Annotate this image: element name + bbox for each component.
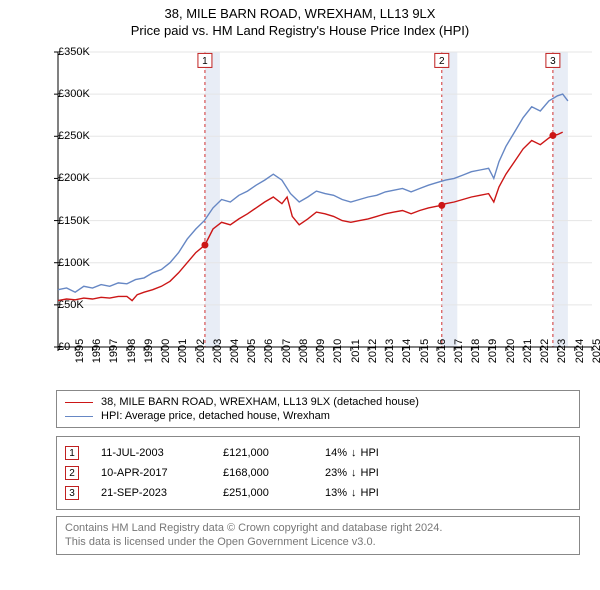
footer-line-2: This data is licensed under the Open Gov… (65, 535, 571, 549)
event-row: 2 10-APR-2017 £168,000 23% ↓ HPI (65, 463, 571, 483)
event-row: 1 11-JUL-2003 £121,000 14% ↓ HPI (65, 443, 571, 463)
event-date: 10-APR-2017 (101, 467, 201, 479)
legend-item-property: 38, MILE BARN ROAD, WREXHAM, LL13 9LX (d… (65, 395, 571, 409)
line-chart-svg: 1 2 3 (10, 44, 600, 384)
footer-line-1: Contains HM Land Registry data © Crown c… (65, 521, 571, 535)
event-row: 3 21-SEP-2023 £251,000 13% ↓ HPI (65, 483, 571, 503)
footer-licence: Contains HM Land Registry data © Crown c… (56, 516, 580, 555)
svg-text:2: 2 (439, 56, 445, 67)
event-price: £121,000 (223, 447, 303, 459)
event-date: 11-JUL-2003 (101, 447, 201, 459)
event-price: £168,000 (223, 467, 303, 479)
legend-item-hpi: HPI: Average price, detached house, Wrex… (65, 409, 571, 423)
title-address: 38, MILE BARN ROAD, WREXHAM, LL13 9LX (0, 6, 600, 21)
legend-swatch-red (65, 402, 93, 403)
legend-label-1: 38, MILE BARN ROAD, WREXHAM, LL13 9LX (d… (101, 396, 419, 408)
event-date: 21-SEP-2023 (101, 487, 201, 499)
event-diff: 13% ↓ HPI (325, 487, 379, 499)
title-block: 38, MILE BARN ROAD, WREXHAM, LL13 9LX Pr… (0, 0, 600, 40)
event-marker-box: 1 (65, 446, 79, 460)
arrow-down-icon: ↓ (351, 467, 357, 479)
legend-swatch-blue (65, 416, 93, 417)
chart-container: 123 £0£50K£100K£150K£200K£250K£300K£350K… (10, 44, 600, 384)
svg-text:1: 1 (202, 56, 208, 67)
legend-box: 38, MILE BARN ROAD, WREXHAM, LL13 9LX (d… (56, 390, 580, 428)
event-marker-box: 3 (65, 486, 79, 500)
event-diff: 23% ↓ HPI (325, 467, 379, 479)
event-marker-box: 2 (65, 466, 79, 480)
svg-text:3: 3 (550, 56, 556, 67)
arrow-down-icon: ↓ (351, 447, 357, 459)
title-subtitle: Price paid vs. HM Land Registry's House … (0, 23, 600, 38)
event-price: £251,000 (223, 487, 303, 499)
legend-label-2: HPI: Average price, detached house, Wrex… (101, 410, 330, 422)
event-diff: 14% ↓ HPI (325, 447, 379, 459)
arrow-down-icon: ↓ (351, 487, 357, 499)
events-table: 1 11-JUL-2003 £121,000 14% ↓ HPI 2 10-APR-201… (56, 436, 580, 510)
